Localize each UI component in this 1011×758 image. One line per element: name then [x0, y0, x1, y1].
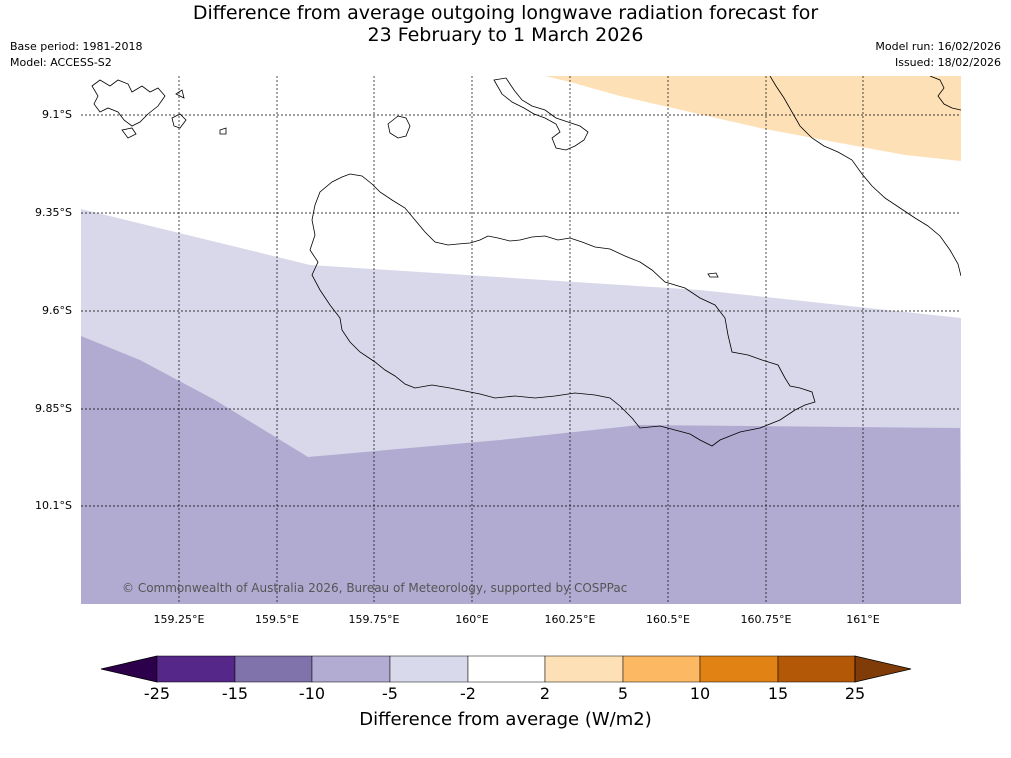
- meta-right: Model run: 16/02/2026 Issued: 18/02/2026: [875, 39, 1001, 71]
- colorbar-tick-8: 10: [689, 684, 711, 703]
- colorbar-tick-9: 15: [767, 684, 789, 703]
- colorbar-tick-5: -2: [460, 684, 476, 703]
- colorbar-segment-7: [622, 655, 701, 683]
- lon-label-159.5: 159.5°E: [255, 613, 299, 626]
- colorbar-tick-3: -10: [298, 684, 326, 703]
- copyright-notice: © Commonwealth of Australia 2026, Bureau…: [122, 581, 628, 595]
- meta-left: Base period: 1981-2018 Model: ACCESS-S2: [10, 39, 142, 71]
- title-line-1: Difference from average outgoing longwav…: [192, 2, 819, 24]
- colorbar-segment-6: [544, 655, 624, 683]
- title-line-2: 23 February to 1 March 2026: [367, 24, 644, 46]
- map-area: [81, 76, 961, 604]
- model-name: Model: ACCESS-S2: [10, 56, 112, 69]
- colorbar-segment-3: [311, 655, 391, 683]
- colorbar-tick-4: -5: [382, 684, 398, 703]
- colorbar-title: Difference from average (W/m2): [359, 709, 652, 730]
- colorbar-tick-10: 25: [844, 684, 866, 703]
- colorbar-tick-7: 5: [617, 684, 629, 703]
- coastline-malaita: [769, 76, 961, 277]
- anomaly-region-minus10-minus5: [81, 336, 961, 604]
- lon-label-159.25: 159.25°E: [153, 613, 205, 626]
- colorbar-tick-1: -25: [143, 684, 171, 703]
- base-period: Base period: 1981-2018: [10, 40, 143, 53]
- colorbar: [100, 655, 912, 683]
- lon-label-160.5: 160.5°E: [646, 613, 690, 626]
- lat-label-9.85: 9.85°S: [35, 402, 72, 415]
- issued-date: Issued: 18/02/2026: [894, 56, 1001, 69]
- lat-label-10.1: 10.1°S: [35, 499, 72, 512]
- coastline-nggela-west: [91, 79, 166, 127]
- colorbar-tick-2: -15: [221, 684, 249, 703]
- coastline-florida-islands: [493, 77, 589, 151]
- colorbar-extend-high: [854, 655, 912, 683]
- colorbar-segment-5: [467, 655, 546, 683]
- lon-label-160: 160°E: [455, 613, 489, 626]
- colorbar-extend-low: [100, 655, 158, 683]
- coastline-savo: [387, 115, 411, 139]
- lat-label-9.6: 9.6°S: [42, 304, 72, 317]
- anomaly-region-2-5: [545, 76, 961, 161]
- colorbar-segment-4: [389, 655, 469, 683]
- colorbar-segment-2: [234, 655, 313, 683]
- coastline-malaita-east: [929, 76, 961, 111]
- coastlines: [91, 76, 961, 447]
- coastline-islet: [707, 272, 719, 278]
- colorbar-tick-6: 2: [539, 684, 551, 703]
- coastline-nggela-islet-3: [219, 127, 227, 135]
- model-run: Model run: 16/02/2026: [875, 40, 1001, 53]
- lat-label-9.1: 9.1°S: [42, 108, 72, 121]
- coastline-nggela-islet-1: [121, 127, 137, 139]
- colorbar-segment-8: [699, 655, 779, 683]
- colorbar-segment-1: [156, 655, 236, 683]
- coastline-guadalcanal: [309, 173, 816, 447]
- lat-label-9.35: 9.35°S: [35, 206, 72, 219]
- lon-label-161: 161°E: [846, 613, 880, 626]
- colorbar-segment-9: [777, 655, 856, 683]
- lon-label-160.75: 160.75°E: [740, 613, 792, 626]
- lon-label-160.25: 160.25°E: [544, 613, 596, 626]
- lon-label-159.75: 159.75°E: [348, 613, 400, 626]
- gridlines: [81, 76, 961, 604]
